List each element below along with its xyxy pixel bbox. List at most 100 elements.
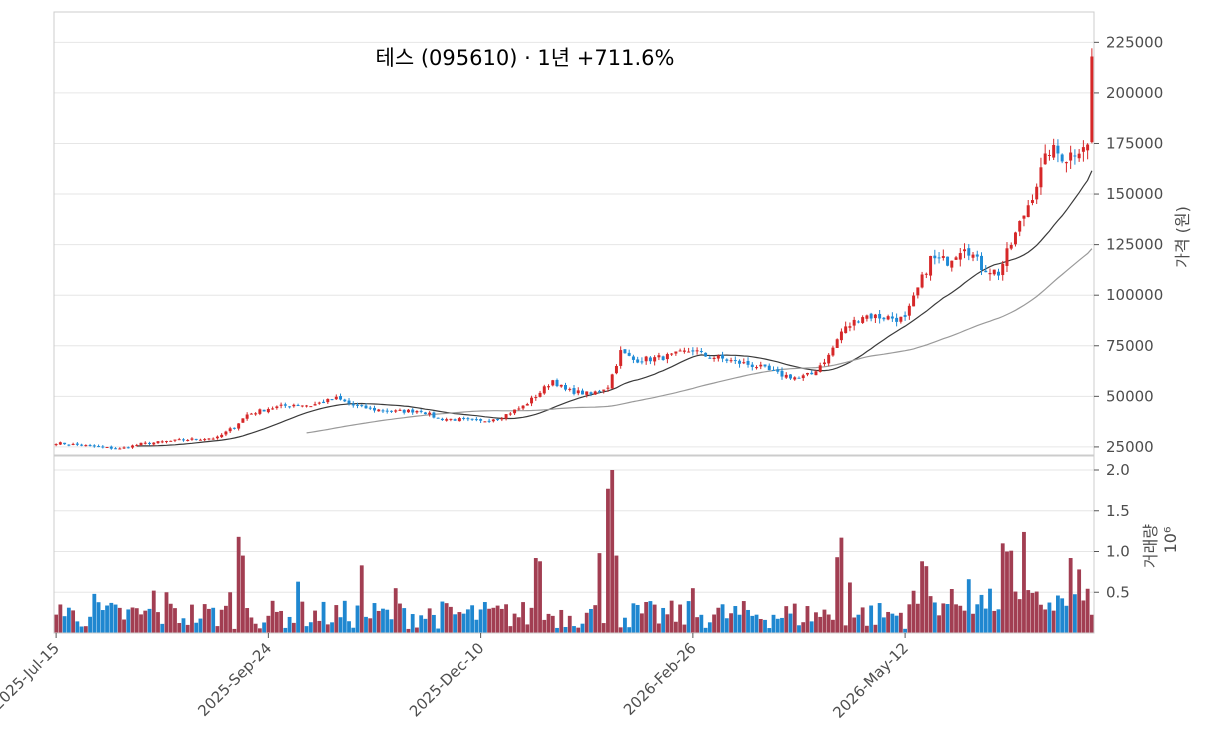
volume-bar — [207, 608, 211, 633]
candle-body — [907, 305, 911, 316]
volume-bar — [699, 614, 704, 633]
volume-bar — [614, 555, 619, 633]
volume-bar — [860, 607, 865, 633]
candle-body — [266, 409, 270, 413]
volume-bar — [164, 592, 169, 633]
volume-bar — [122, 619, 126, 633]
volume-bar — [113, 604, 118, 633]
candle-body — [177, 439, 181, 441]
candle-body — [929, 255, 933, 276]
candle-body — [415, 411, 419, 413]
volume-bar — [1013, 591, 1018, 633]
candle-body — [406, 409, 410, 413]
candle-body — [980, 255, 983, 271]
candle-body — [423, 412, 427, 415]
candle-body — [644, 356, 648, 362]
volume-bar — [894, 615, 899, 633]
candle-body — [504, 414, 508, 419]
candle-body — [398, 409, 402, 411]
volume-bar — [623, 617, 627, 633]
candle-body — [958, 253, 962, 260]
candle-body — [704, 352, 708, 357]
candle-body — [619, 350, 623, 366]
volume-bar — [695, 617, 700, 633]
candle-body — [759, 364, 763, 367]
candle-body — [593, 391, 597, 395]
candle-body — [1030, 200, 1034, 203]
volume-bar — [767, 628, 772, 633]
candle-body — [941, 256, 945, 258]
volume-bar — [342, 600, 347, 633]
candle-body — [105, 447, 109, 449]
volume-bar — [126, 609, 131, 633]
candle-body — [419, 410, 423, 412]
volume-bar — [130, 607, 135, 633]
candle-body — [614, 366, 618, 374]
volume-bar — [287, 616, 292, 633]
volume-bar — [1072, 594, 1077, 633]
volume-bar — [707, 622, 712, 633]
volume-bar — [105, 605, 109, 633]
candle-body — [716, 355, 720, 359]
volume-bar — [648, 601, 653, 633]
volume-bar — [470, 605, 475, 633]
candle-body — [733, 360, 737, 362]
candle-body — [827, 354, 831, 364]
candle-body — [1018, 221, 1022, 232]
candle-body — [933, 255, 937, 259]
candle-body — [776, 369, 780, 372]
candle-body — [500, 418, 504, 420]
candle-body — [992, 269, 996, 275]
candle-body — [564, 384, 567, 390]
candle-body — [292, 404, 296, 407]
volume-bar — [198, 618, 203, 633]
candle-body — [249, 413, 253, 415]
candle-body — [542, 386, 546, 394]
candle-body — [1073, 155, 1077, 157]
candle-body — [479, 419, 483, 421]
candle-body — [695, 350, 699, 352]
candle-body — [389, 410, 393, 412]
volume-bar — [635, 604, 640, 633]
volume-bar — [478, 609, 483, 633]
candle-body — [143, 442, 147, 444]
volume-bar — [746, 609, 750, 633]
volume-bar — [741, 601, 746, 633]
volume-bar — [937, 615, 941, 633]
volume-bar — [712, 614, 716, 633]
volume-bar — [143, 610, 148, 633]
volume-bar — [733, 606, 738, 633]
candle-body — [364, 405, 368, 409]
candle-body — [1077, 153, 1081, 159]
volume-bar — [147, 608, 152, 633]
candle-body — [211, 438, 215, 440]
candle-body — [97, 446, 101, 448]
volume-bar — [62, 616, 67, 633]
volume-bar — [181, 618, 186, 633]
candle-body — [597, 390, 601, 392]
volume-bar — [555, 627, 559, 633]
candle-body — [181, 439, 185, 441]
candle-body — [194, 438, 198, 440]
candle-body — [984, 270, 988, 273]
volume-bar — [618, 627, 623, 633]
volume-panel-frame — [53, 455, 1095, 634]
candle-body — [462, 417, 466, 419]
volume-bar — [576, 627, 581, 633]
candle-body — [789, 374, 792, 379]
volume-bar — [211, 607, 216, 633]
candle-body — [131, 445, 135, 448]
volume-bar — [440, 601, 445, 633]
price-gridlines — [54, 41, 1094, 448]
candle-body — [576, 390, 580, 394]
volume-bar — [190, 604, 194, 633]
volume-bar — [156, 612, 160, 633]
candle-body — [118, 448, 122, 450]
ma-long-line — [306, 248, 1093, 434]
volume-bar — [881, 617, 886, 633]
candle-body — [1056, 145, 1060, 154]
volume-bar — [890, 613, 895, 633]
candle-body — [305, 405, 309, 407]
candle-body — [173, 439, 177, 441]
